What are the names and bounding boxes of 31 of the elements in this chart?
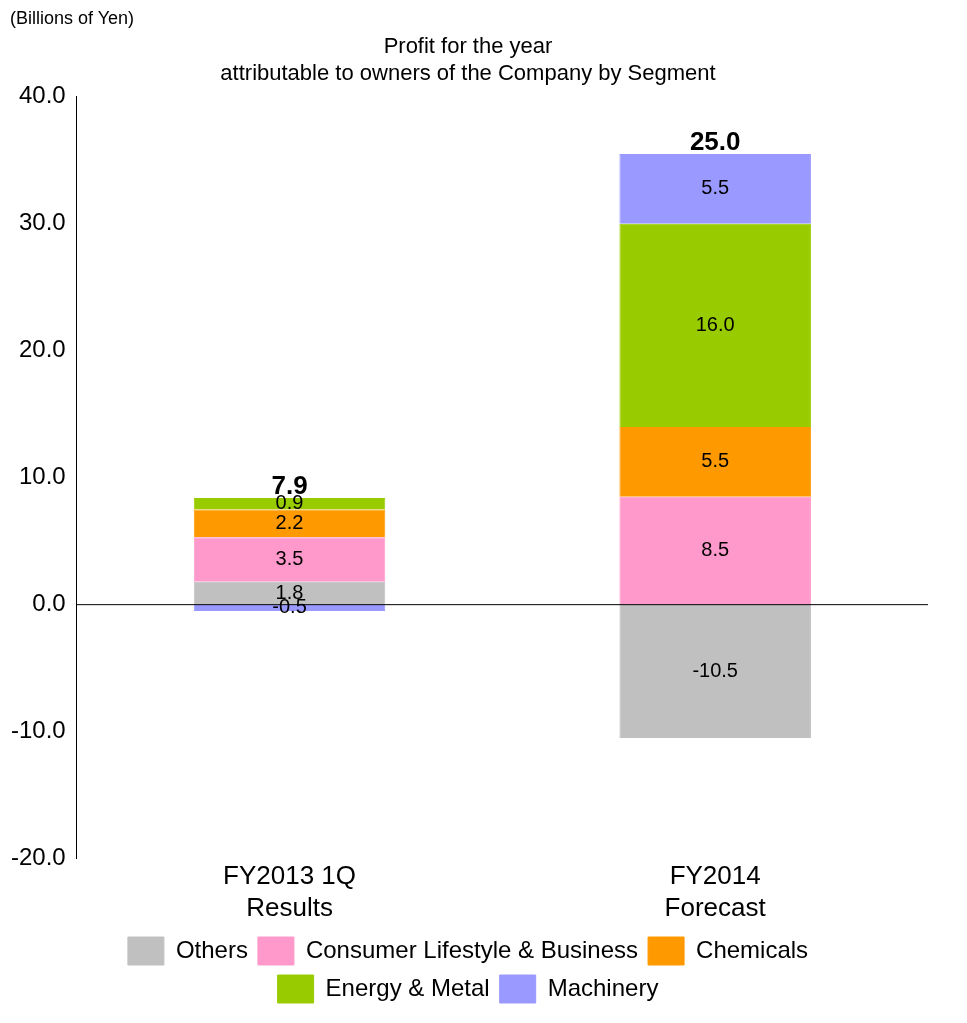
y-tick-label: 10.0 bbox=[18, 462, 66, 490]
bar bbox=[619, 153, 811, 224]
legend-label: Others bbox=[175, 935, 248, 963]
legend-label: Consumer Lifestyle & Business bbox=[305, 935, 639, 963]
data-label: 3.5 bbox=[275, 547, 304, 570]
data-label: -10.5 bbox=[692, 658, 738, 681]
x-tick-label: FY2014 Forecast bbox=[664, 860, 767, 922]
data-label: 8.5 bbox=[701, 538, 730, 561]
data-label: 2.2 bbox=[275, 510, 304, 533]
x-tick-label: FY2013 1Q Results bbox=[223, 860, 357, 922]
legend-label: Machinery bbox=[547, 973, 659, 1001]
y-tick-label: -20.0 bbox=[11, 843, 66, 871]
bar bbox=[619, 223, 811, 427]
y-tick-label: 40.0 bbox=[18, 81, 66, 109]
bar bbox=[193, 537, 386, 582]
legend-label: Energy & Metal bbox=[325, 973, 490, 1001]
bar bbox=[193, 509, 386, 538]
y-tick-label: -10.0 bbox=[11, 716, 66, 744]
chart-title: Profit for the year attributable to owners of the Company by Segment bbox=[220, 33, 716, 85]
bar bbox=[619, 426, 811, 497]
y-tick-label: 20.0 bbox=[18, 335, 66, 363]
data-label: 16.0 bbox=[695, 312, 735, 335]
y-tick-label: 30.0 bbox=[18, 208, 66, 236]
bar bbox=[619, 604, 811, 738]
y-axis-title: (Billions of Yen) bbox=[10, 7, 135, 28]
data-label: 5.5 bbox=[701, 176, 730, 199]
data-label: 5.5 bbox=[701, 449, 730, 472]
y-tick-label: 0.0 bbox=[32, 589, 66, 617]
total-label: 25.0 bbox=[689, 126, 741, 157]
legend-label: Chemicals bbox=[696, 935, 809, 963]
bar bbox=[619, 496, 811, 605]
